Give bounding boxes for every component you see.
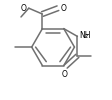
Text: 2: 2: [84, 34, 88, 39]
Text: NH: NH: [79, 31, 90, 40]
Text: O: O: [20, 4, 26, 13]
Text: O: O: [62, 70, 68, 79]
Text: O: O: [60, 4, 66, 13]
